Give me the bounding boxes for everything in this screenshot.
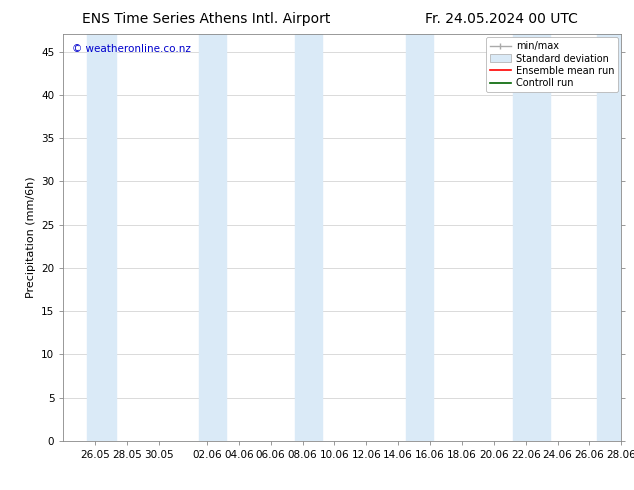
Legend: min/max, Standard deviation, Ensemble mean run, Controll run: min/max, Standard deviation, Ensemble me…	[486, 37, 618, 92]
Bar	[87, 34, 116, 441]
Bar	[199, 34, 226, 441]
Text: Fr. 24.05.2024 00 UTC: Fr. 24.05.2024 00 UTC	[425, 12, 578, 26]
Y-axis label: Precipitation (mm/6h): Precipitation (mm/6h)	[25, 177, 36, 298]
Text: © weatheronline.co.nz: © weatheronline.co.nz	[72, 45, 191, 54]
Bar	[513, 34, 550, 441]
Text: ENS Time Series Athens Intl. Airport: ENS Time Series Athens Intl. Airport	[82, 12, 331, 26]
Bar	[406, 34, 433, 441]
Bar	[295, 34, 321, 441]
Bar	[597, 34, 621, 441]
